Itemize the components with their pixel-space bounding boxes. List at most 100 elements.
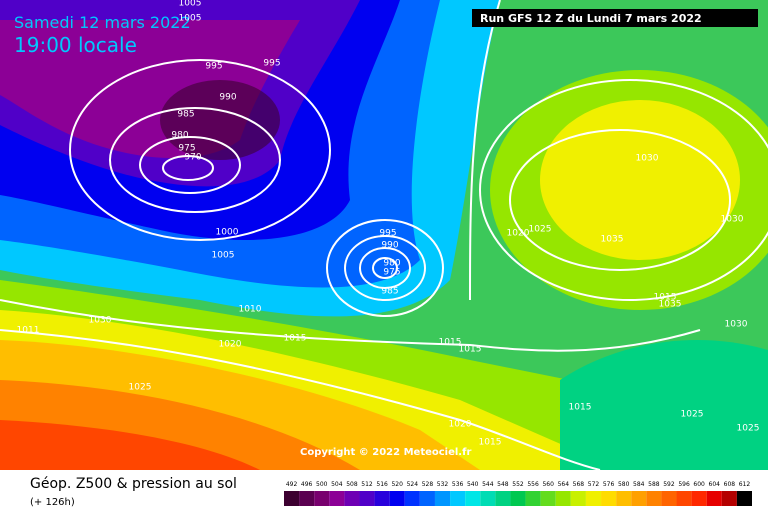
isobar-label: 1020 bbox=[507, 229, 530, 239]
isobar-label: 1005 bbox=[179, 0, 202, 9]
scale-label: 544 bbox=[482, 481, 494, 488]
scale-cell bbox=[721, 491, 737, 506]
scale-cell bbox=[480, 491, 496, 506]
isobar-label: 1015 bbox=[479, 438, 502, 448]
isobar-label: 1015 bbox=[569, 403, 592, 413]
scale-label: 540 bbox=[467, 481, 479, 488]
field bbox=[0, 420, 260, 470]
scale-cell bbox=[616, 491, 632, 506]
scale-label: 608 bbox=[724, 481, 736, 488]
isobar-label: 985 bbox=[381, 287, 398, 297]
scale-label: 536 bbox=[452, 481, 464, 488]
isobar-label: 1011 bbox=[17, 326, 40, 336]
isobar-label: 1015 bbox=[439, 338, 462, 348]
isobar bbox=[139, 136, 241, 194]
scale-cell bbox=[540, 491, 556, 506]
isobar-label: 1030 bbox=[725, 320, 748, 330]
isobar-label: 990 bbox=[219, 93, 236, 103]
scale-label: 600 bbox=[693, 481, 705, 488]
scale-cell bbox=[510, 491, 526, 506]
isobar-label: 1000 bbox=[216, 228, 239, 238]
isobar bbox=[509, 129, 731, 271]
copyright: Copyright © 2022 Meteociel.fr bbox=[300, 447, 471, 458]
scale-cell bbox=[450, 491, 466, 506]
scale-cell bbox=[661, 491, 677, 506]
isobar bbox=[359, 247, 411, 289]
isobar-label: 1010 bbox=[239, 305, 262, 315]
scale-label: 564 bbox=[558, 481, 570, 488]
scale-cell bbox=[284, 491, 300, 506]
scale-cell bbox=[404, 491, 420, 506]
footer-title: Géop. Z500 & pression au sol bbox=[30, 476, 237, 492]
isobar bbox=[0, 299, 701, 352]
scale-cell bbox=[344, 491, 360, 506]
isobar-label: 980 bbox=[171, 131, 188, 141]
scale-label: 592 bbox=[663, 481, 675, 488]
isobar-label: 1035 bbox=[601, 235, 624, 245]
scale-label: 604 bbox=[709, 481, 721, 488]
scale-label: 504 bbox=[331, 481, 343, 488]
scale-label: 556 bbox=[527, 481, 539, 488]
scale-cell bbox=[314, 491, 330, 506]
scale-label: 500 bbox=[316, 481, 328, 488]
scale-label: 552 bbox=[512, 481, 524, 488]
scale-label: 568 bbox=[573, 481, 585, 488]
scale-label: 548 bbox=[497, 481, 509, 488]
scale-cell bbox=[631, 491, 647, 506]
scale-cell bbox=[495, 491, 511, 506]
scale-cell bbox=[434, 491, 451, 506]
scale-cell bbox=[585, 491, 602, 506]
scale-cell bbox=[570, 491, 586, 506]
isobar-label: 1030 bbox=[721, 215, 744, 225]
scale-label: 576 bbox=[603, 481, 615, 488]
isobar-label: 1020 bbox=[219, 340, 242, 350]
isobar-label: 1030 bbox=[89, 316, 112, 326]
isobar-label: 1015 bbox=[284, 334, 307, 344]
time: 19:00 locale bbox=[14, 33, 137, 57]
isobar bbox=[326, 219, 444, 317]
scale-cell bbox=[374, 491, 390, 506]
scale-label: 584 bbox=[633, 481, 645, 488]
scale-cell bbox=[736, 491, 752, 506]
isobar bbox=[479, 79, 768, 301]
scale-cell bbox=[676, 491, 692, 506]
isobar bbox=[372, 257, 398, 279]
scale-label: 512 bbox=[361, 481, 373, 488]
scale-cell bbox=[419, 491, 435, 506]
scale-label: 572 bbox=[588, 481, 600, 488]
isobar bbox=[162, 155, 214, 181]
scale-cell bbox=[465, 491, 481, 506]
scale-cell bbox=[706, 491, 722, 506]
isobar-label: 995 bbox=[379, 229, 396, 239]
scale-cell bbox=[525, 491, 541, 506]
scale-label: 560 bbox=[542, 481, 554, 488]
isobar bbox=[0, 329, 601, 471]
scale-cell bbox=[555, 491, 571, 506]
field bbox=[160, 80, 280, 160]
run-box bbox=[472, 9, 758, 27]
scale-label: 492 bbox=[286, 481, 298, 488]
isobar-label: 1020 bbox=[449, 420, 472, 430]
isobar-label: 1025 bbox=[529, 225, 552, 235]
scale-cell bbox=[359, 491, 375, 506]
scale-cell bbox=[329, 491, 345, 506]
footer-lead: (+ 126h) bbox=[30, 497, 75, 508]
scale-cell bbox=[691, 491, 707, 506]
scale-label: 532 bbox=[437, 481, 449, 488]
isobar bbox=[109, 107, 281, 213]
isobar bbox=[344, 235, 426, 301]
isobar-label: 1025 bbox=[681, 410, 704, 420]
scale-cell bbox=[601, 491, 617, 506]
scale-cell bbox=[299, 491, 315, 506]
date: Samedi 12 mars 2022 bbox=[14, 13, 191, 32]
scale-label: 516 bbox=[376, 481, 388, 488]
isobar-label: 1035 bbox=[659, 300, 682, 310]
field bbox=[540, 100, 740, 260]
isobar-label: 975 bbox=[178, 144, 195, 154]
isobar-label: 980 bbox=[383, 259, 400, 269]
run: Run GFS 12 Z du Lundi 7 mars 2022 bbox=[480, 12, 702, 25]
isobar-label: 1005 bbox=[179, 14, 202, 24]
scale-label: 520 bbox=[391, 481, 403, 488]
isobar-label: 1025 bbox=[737, 424, 760, 434]
